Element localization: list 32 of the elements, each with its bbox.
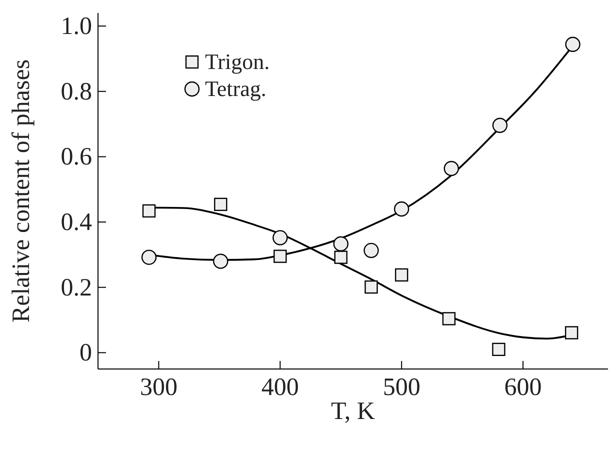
y-tick-label: 1.0	[60, 13, 92, 40]
point	[213, 254, 228, 269]
y-tick-label: 0.8	[60, 78, 92, 106]
legend-label: Tetrag.	[205, 76, 266, 102]
x-axis-title: T, K	[331, 398, 375, 425]
point	[141, 250, 157, 265]
point	[334, 250, 348, 264]
y-tick-label: 0.6	[60, 144, 92, 171]
point	[364, 242, 379, 258]
x-tick-label: 400	[261, 374, 299, 401]
point	[394, 268, 408, 282]
x-tick-label: 600	[504, 374, 542, 401]
point	[442, 312, 456, 326]
legend-label: Trigon.	[205, 48, 270, 74]
point	[142, 204, 156, 218]
point	[274, 250, 287, 263]
point	[272, 230, 288, 246]
point	[492, 118, 508, 133]
point	[394, 201, 410, 217]
x-tick-label: 500	[382, 374, 420, 401]
point	[564, 326, 578, 340]
y-axis-title: Relative content of phases	[8, 59, 35, 323]
point	[214, 198, 228, 211]
point	[364, 280, 378, 294]
point	[565, 36, 580, 52]
y-tick-label: 0.2	[60, 274, 92, 302]
x-tick-label: 300	[140, 374, 178, 401]
point	[333, 236, 348, 252]
point	[492, 342, 506, 356]
point	[444, 160, 459, 176]
y-tick-label: 0	[80, 340, 92, 367]
y-tick-label: 0.4	[60, 209, 92, 236]
